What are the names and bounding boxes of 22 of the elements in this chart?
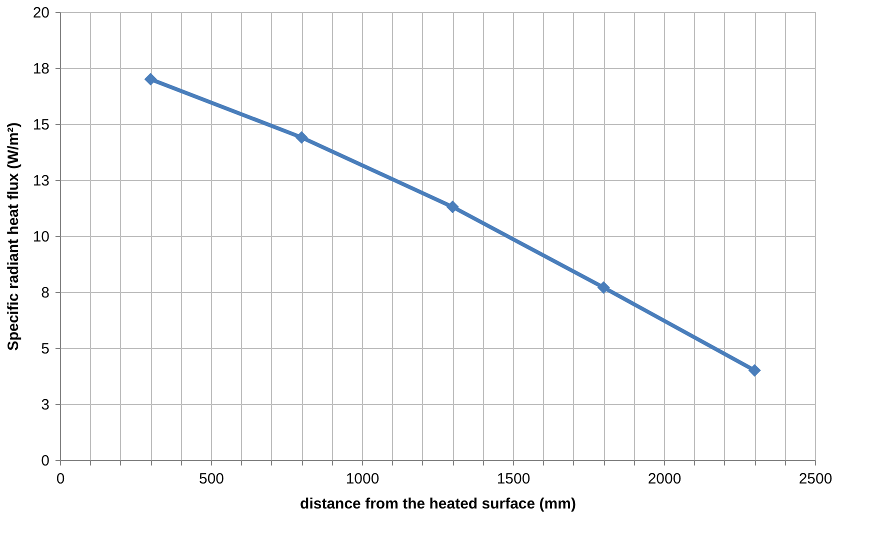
point xyxy=(144,72,157,86)
x-tick-label: 2000 xyxy=(648,470,682,488)
y-tick-label: 20 xyxy=(32,4,50,22)
x-tick-label: 1000 xyxy=(346,470,380,488)
y-tick-label: 13 xyxy=(32,172,50,190)
point xyxy=(748,364,761,377)
x-tick-label: 500 xyxy=(198,470,224,488)
y-axis-title: Specific radiant heat flux (W/m²) xyxy=(4,122,22,351)
y-tick-label: 8 xyxy=(41,284,50,302)
x-axis-title: distance from the heated surface (mm) xyxy=(300,496,576,512)
y-tick-label: 5 xyxy=(41,340,50,358)
x-tick-label: 1500 xyxy=(496,470,530,488)
x-tick-label: 0 xyxy=(56,470,65,488)
point xyxy=(446,200,459,214)
x-tick-label: 2500 xyxy=(798,470,832,488)
y-tick-label: 10 xyxy=(32,228,50,246)
point xyxy=(295,131,308,144)
y-tick-label: 15 xyxy=(32,116,50,134)
point xyxy=(597,281,610,294)
y-tick-label: 18 xyxy=(32,60,50,78)
y-tick-label: 0 xyxy=(41,452,50,470)
y-tick-label: 3 xyxy=(41,396,50,414)
